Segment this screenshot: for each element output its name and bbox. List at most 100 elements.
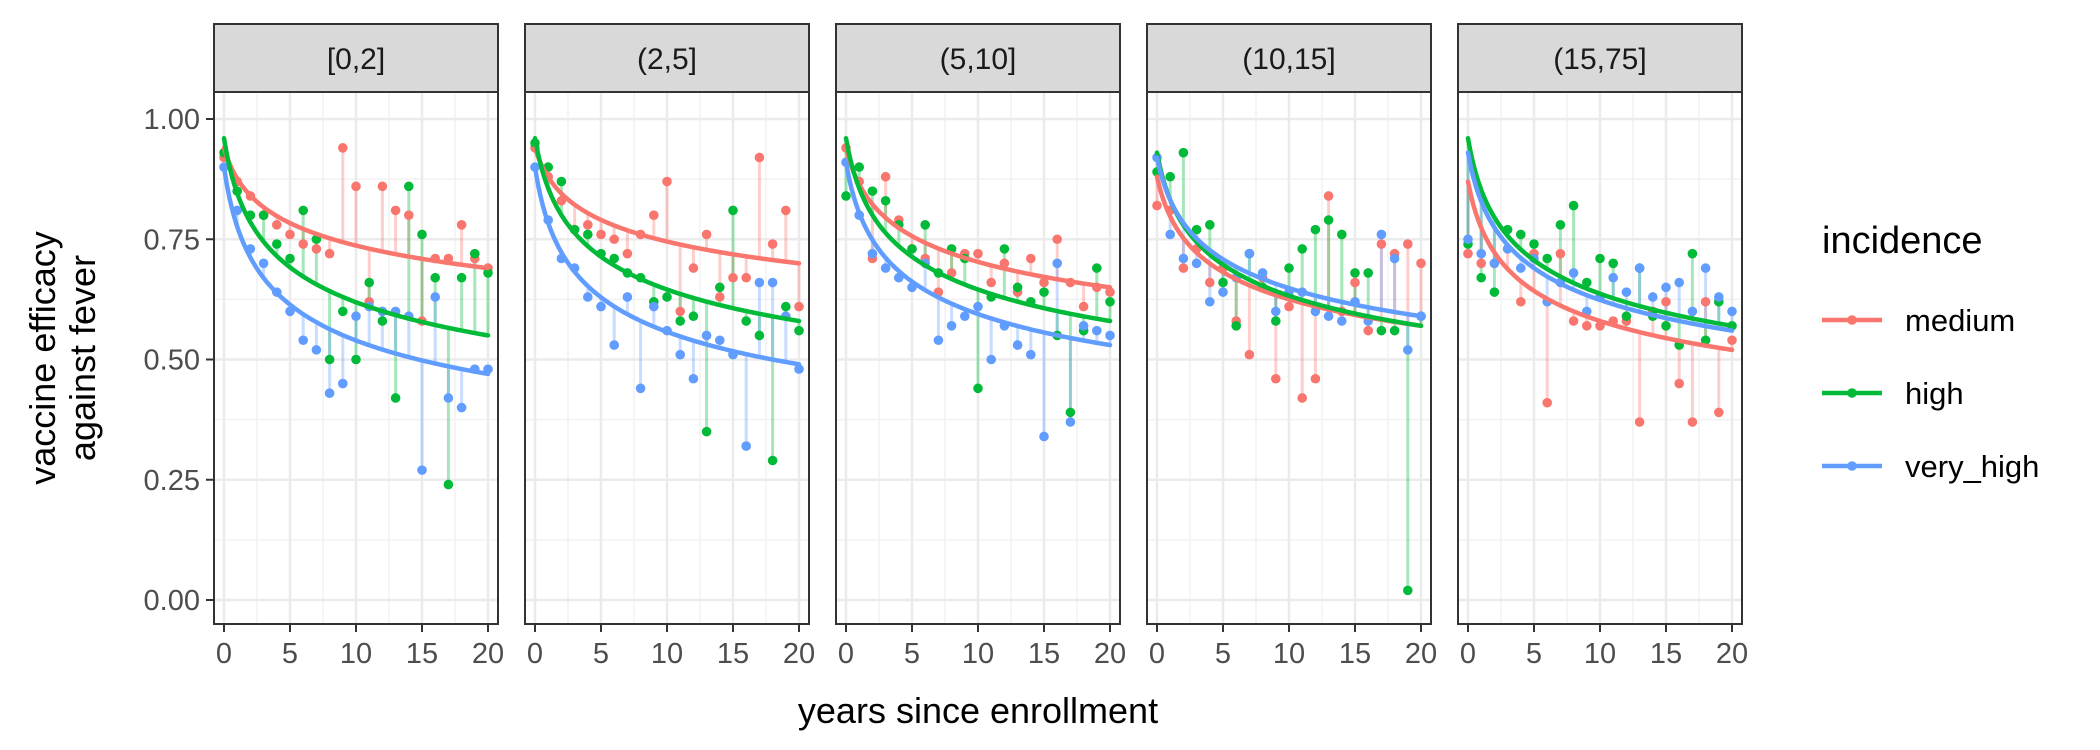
data-point-very_high (324, 388, 335, 398)
strip-label: (2,5] (637, 43, 697, 76)
data-point-very_high (741, 441, 751, 451)
data-point-medium (1178, 263, 1189, 273)
data-point-high (1039, 287, 1049, 297)
data-point-medium (741, 272, 751, 283)
data-point-medium (390, 205, 401, 216)
data-point-high (1542, 253, 1552, 264)
data-point-medium (1078, 301, 1089, 312)
x-tick-label: 5 (904, 638, 920, 670)
data-point-very_high (933, 335, 944, 346)
data-point-medium (583, 220, 593, 230)
data-point-high (1376, 325, 1387, 336)
x-tick-label: 0 (527, 638, 543, 670)
data-point-high (1568, 200, 1579, 211)
data-point-very_high (583, 292, 593, 302)
data-point-very_high (1257, 268, 1268, 278)
x-tick-label: 20 (1716, 638, 1748, 670)
data-point-very_high (1687, 306, 1698, 317)
fit-line-medium (532, 145, 802, 266)
data-point-very_high (880, 263, 891, 273)
data-point-medium (1323, 191, 1334, 201)
fit-line-high (532, 135, 802, 324)
fit-line-high (221, 135, 491, 338)
fit-line-very_high (843, 160, 1113, 348)
y-tick-label: 0.00 (144, 585, 200, 617)
data-point-high (1621, 311, 1632, 322)
data-point-very_high (1012, 340, 1023, 350)
data-point-very_high (1476, 248, 1486, 259)
data-point-high (1555, 220, 1566, 230)
data-point-very_high (701, 330, 712, 341)
data-point-high (1403, 585, 1413, 596)
data-point-high (470, 248, 480, 259)
data-point-medium (1416, 258, 1426, 269)
data-point-medium (999, 258, 1010, 269)
data-point-medium (701, 229, 712, 240)
data-point-very_high (867, 248, 878, 259)
panel-1: (2,5] 0 5 10 15 20 (524, 23, 815, 670)
data-point-medium (688, 263, 699, 273)
data-point-medium (1026, 253, 1036, 264)
strip-background (524, 23, 810, 93)
data-point-high (1310, 224, 1321, 235)
data-point-high (1476, 272, 1486, 283)
legend-title: incidence (1822, 220, 1983, 262)
data-point-high (390, 393, 401, 403)
data-point-high (867, 186, 878, 196)
strip-background (1457, 23, 1743, 93)
data-point-very_high (1376, 229, 1387, 240)
data-point-medium (377, 181, 388, 192)
legend-key-point-medium (1847, 315, 1857, 325)
strip-label: (10,15] (1242, 43, 1335, 76)
strip-background (213, 23, 499, 93)
data-point-medium (794, 301, 804, 312)
data-point-very_high (1026, 349, 1036, 360)
data-point-high (1231, 321, 1241, 331)
data-point-high (338, 306, 348, 317)
legend-label-very_high: very_high (1905, 449, 2039, 484)
data-point-high (298, 205, 309, 216)
data-point-very_high (688, 373, 699, 384)
data-point-very_high (635, 383, 646, 394)
data-point-high (351, 354, 361, 365)
data-point-very_high (1039, 431, 1049, 442)
y-axis-title: vaccine efficacyagainst fever (22, 231, 103, 484)
data-point-very_high (1092, 325, 1102, 336)
legend: incidence medium high very_high (1822, 220, 2039, 484)
data-point-medium (298, 239, 309, 249)
x-tick-label: 0 (838, 638, 854, 670)
data-point-medium (1205, 277, 1215, 288)
data-point-medium (1363, 325, 1373, 336)
data-point-high (272, 239, 282, 249)
data-point-very_high (794, 364, 804, 374)
data-point-high (1271, 316, 1281, 326)
fit-line-very_high (532, 164, 802, 367)
data-point-very_high (258, 258, 269, 269)
panel-0: [0,2] 0 5 10 15 20 (213, 23, 504, 670)
data-point-very_high (1674, 277, 1684, 288)
data-point-very_high (1516, 263, 1526, 273)
data-point-high (1178, 147, 1189, 158)
data-point-medium (1582, 321, 1592, 331)
data-point-very_high (1489, 258, 1500, 269)
data-point-high (841, 191, 851, 201)
data-point-high (1582, 277, 1592, 288)
y-tick-label: 0.75 (144, 224, 200, 256)
data-point-high (1012, 282, 1023, 293)
data-point-medium (1271, 373, 1281, 384)
data-point-high (1350, 268, 1360, 278)
y-axis-title-line: vaccine efficacy (22, 231, 63, 484)
data-point-medium (662, 176, 672, 187)
x-tick-label: 0 (1460, 638, 1476, 670)
data-point-high (794, 325, 804, 336)
data-point-very_high (311, 345, 322, 355)
data-point-very_high (456, 402, 467, 413)
strip-label: [0,2] (327, 43, 385, 76)
data-point-very_high (715, 335, 725, 346)
data-point-medium (946, 268, 957, 278)
data-point-high (1700, 335, 1711, 346)
data-point-very_high (1621, 287, 1632, 297)
data-point-very_high (1105, 330, 1115, 341)
data-point-very_high (1191, 258, 1202, 269)
x-tick-label: 20 (1405, 638, 1437, 670)
